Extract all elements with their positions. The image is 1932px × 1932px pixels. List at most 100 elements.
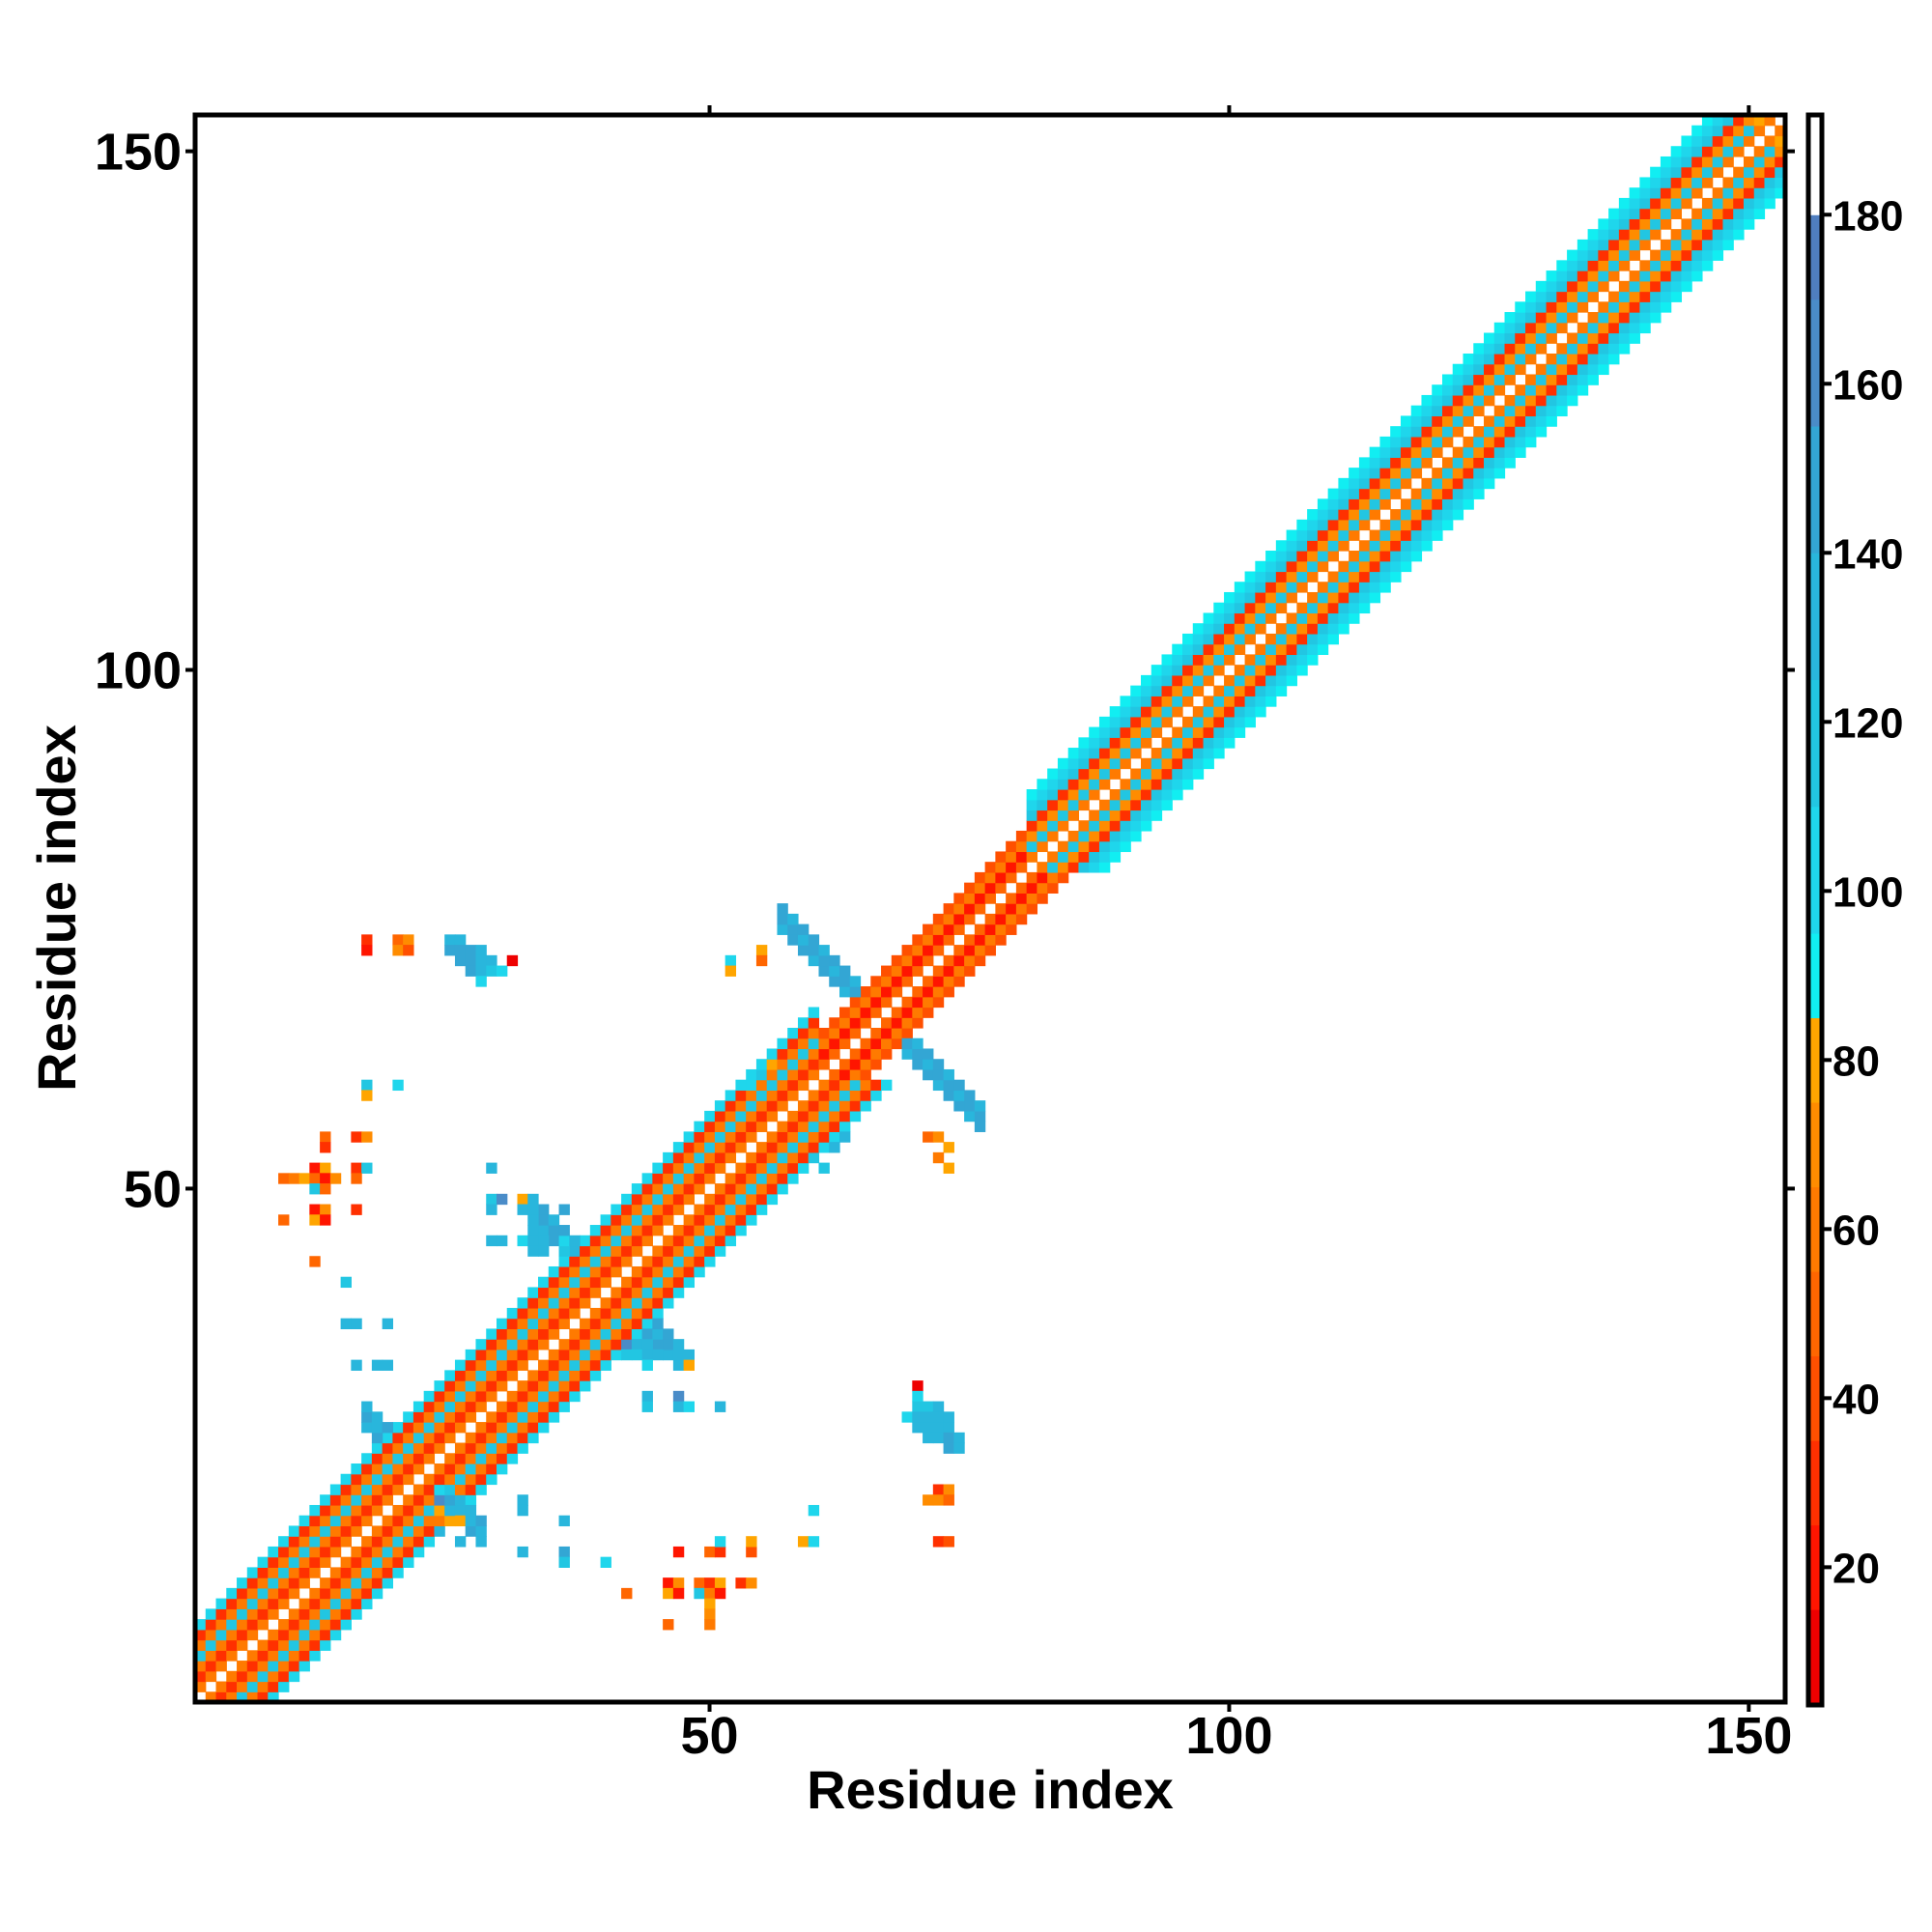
- heatmap-cell: [912, 1401, 923, 1412]
- heatmap-cell: [278, 1567, 290, 1578]
- heatmap-cell: [1567, 384, 1578, 396]
- heatmap-cell: [1701, 249, 1714, 261]
- heatmap-cell: [683, 1214, 695, 1226]
- heatmap-cell: [1244, 623, 1256, 635]
- heatmap-cell: [1089, 737, 1100, 749]
- heatmap-cell: [403, 1432, 414, 1444]
- heatmap-cell: [1213, 737, 1225, 749]
- heatmap-cell: [923, 1048, 934, 1060]
- heatmap-cell: [621, 1214, 633, 1226]
- heatmap-cell: [1629, 249, 1640, 261]
- heatmap-cell: [1026, 799, 1038, 811]
- heatmap-cell: [849, 1068, 862, 1081]
- heatmap-cell: [932, 1422, 945, 1434]
- heatmap-cell: [1057, 799, 1069, 811]
- heatmap-cell: [1120, 737, 1131, 749]
- heatmap-cell: [486, 1390, 497, 1403]
- heatmap-cell: [1546, 312, 1557, 324]
- heatmap-cell: [1525, 374, 1537, 385]
- heatmap-cell: [403, 1473, 414, 1486]
- heatmap-cell: [818, 965, 830, 977]
- heatmap-cell: [1161, 799, 1173, 811]
- heatmap-cell: [631, 1297, 643, 1309]
- heatmap-cell: [631, 1235, 643, 1247]
- heatmap-cell: [1098, 768, 1111, 780]
- heatmap-cell: [423, 1432, 436, 1444]
- heatmap-cell: [1213, 665, 1225, 676]
- heatmap-cell: [1421, 509, 1433, 521]
- heatmap-cell: [611, 1287, 622, 1298]
- heatmap-cell: [714, 1225, 726, 1236]
- heatmap-cell: [288, 1556, 300, 1568]
- heatmap-cell: [611, 1245, 622, 1257]
- heatmap-cell: [953, 903, 965, 915]
- heatmap-cell: [351, 1131, 362, 1143]
- heatmap-cell: [600, 1235, 611, 1247]
- heatmap-cell: [1130, 830, 1142, 842]
- heatmap-cell: [1639, 177, 1651, 188]
- colorbar-segment: [1808, 214, 1822, 300]
- heatmap-cell: [849, 986, 862, 998]
- heatmap-cell: [672, 1287, 685, 1298]
- heatmap-cell: [569, 1390, 581, 1403]
- heatmap-cell: [746, 1079, 757, 1092]
- heatmap-cell: [1307, 612, 1319, 624]
- heatmap-cell: [329, 1577, 342, 1589]
- heatmap-cell: [517, 1401, 528, 1412]
- heatmap-cell: [870, 1090, 882, 1101]
- heatmap-cell: [465, 954, 477, 967]
- heatmap-cell: [1639, 280, 1651, 293]
- heatmap-cell: [1192, 643, 1205, 656]
- heatmap-cell: [1078, 830, 1090, 842]
- heatmap-cell: [486, 1422, 497, 1434]
- heatmap-cell: [766, 1068, 779, 1081]
- heatmap-cell: [412, 1401, 425, 1412]
- heatmap-cell: [371, 1556, 384, 1568]
- heatmap-cell: [548, 1390, 560, 1403]
- heatmap-cell: [1701, 239, 1714, 251]
- heatmap-cell: [1015, 903, 1028, 915]
- heatmap-cell: [1244, 591, 1256, 604]
- heatmap-cell: [558, 1359, 570, 1371]
- heatmap-cell: [320, 1619, 331, 1631]
- heatmap-cell: [1244, 612, 1256, 624]
- heatmap-cell: [1182, 654, 1194, 666]
- heatmap-cell: [195, 1661, 207, 1672]
- heatmap-cell: [1432, 405, 1443, 417]
- heatmap-cell: [1369, 446, 1381, 458]
- heatmap-cell: [558, 1245, 570, 1257]
- heatmap-cell: [600, 1318, 611, 1330]
- heatmap-cell: [517, 1297, 528, 1309]
- x-tick-label: 150: [1705, 1707, 1792, 1765]
- heatmap-cell: [558, 1265, 570, 1278]
- heatmap-cell: [298, 1567, 310, 1578]
- heatmap-cell: [361, 934, 373, 946]
- heatmap-cell: [1650, 197, 1662, 210]
- heatmap-cell: [652, 1265, 664, 1278]
- heatmap-cell: [257, 1567, 269, 1578]
- heatmap-cell: [1317, 633, 1329, 645]
- heatmap-cell: [672, 1546, 685, 1558]
- heatmap-cell: [735, 1193, 747, 1206]
- heatmap-cell: [1567, 280, 1578, 293]
- heatmap-cell: [735, 1110, 747, 1122]
- heatmap-cell: [849, 1007, 862, 1018]
- heatmap-cell: [475, 945, 487, 956]
- heatmap-cell: [1546, 353, 1557, 365]
- heatmap-cell: [621, 1349, 633, 1361]
- heatmap-cell: [558, 1225, 570, 1236]
- heatmap-cell: [787, 1048, 799, 1060]
- heatmap-cell: [371, 1359, 384, 1371]
- heatmap-cell: [486, 1411, 497, 1423]
- heatmap-cell: [1473, 436, 1485, 448]
- heatmap-cell: [797, 934, 810, 946]
- heatmap-cell: [1057, 768, 1069, 780]
- heatmap-cell: [1618, 239, 1631, 251]
- heatmap-cell: [870, 986, 882, 998]
- heatmap-cell: [704, 1162, 716, 1174]
- heatmap-cell: [558, 1401, 570, 1412]
- heatmap-cell: [724, 1131, 737, 1143]
- heatmap-cell: [1037, 779, 1048, 790]
- heatmap-cell: [1525, 322, 1537, 334]
- heatmap-cell: [1421, 436, 1433, 448]
